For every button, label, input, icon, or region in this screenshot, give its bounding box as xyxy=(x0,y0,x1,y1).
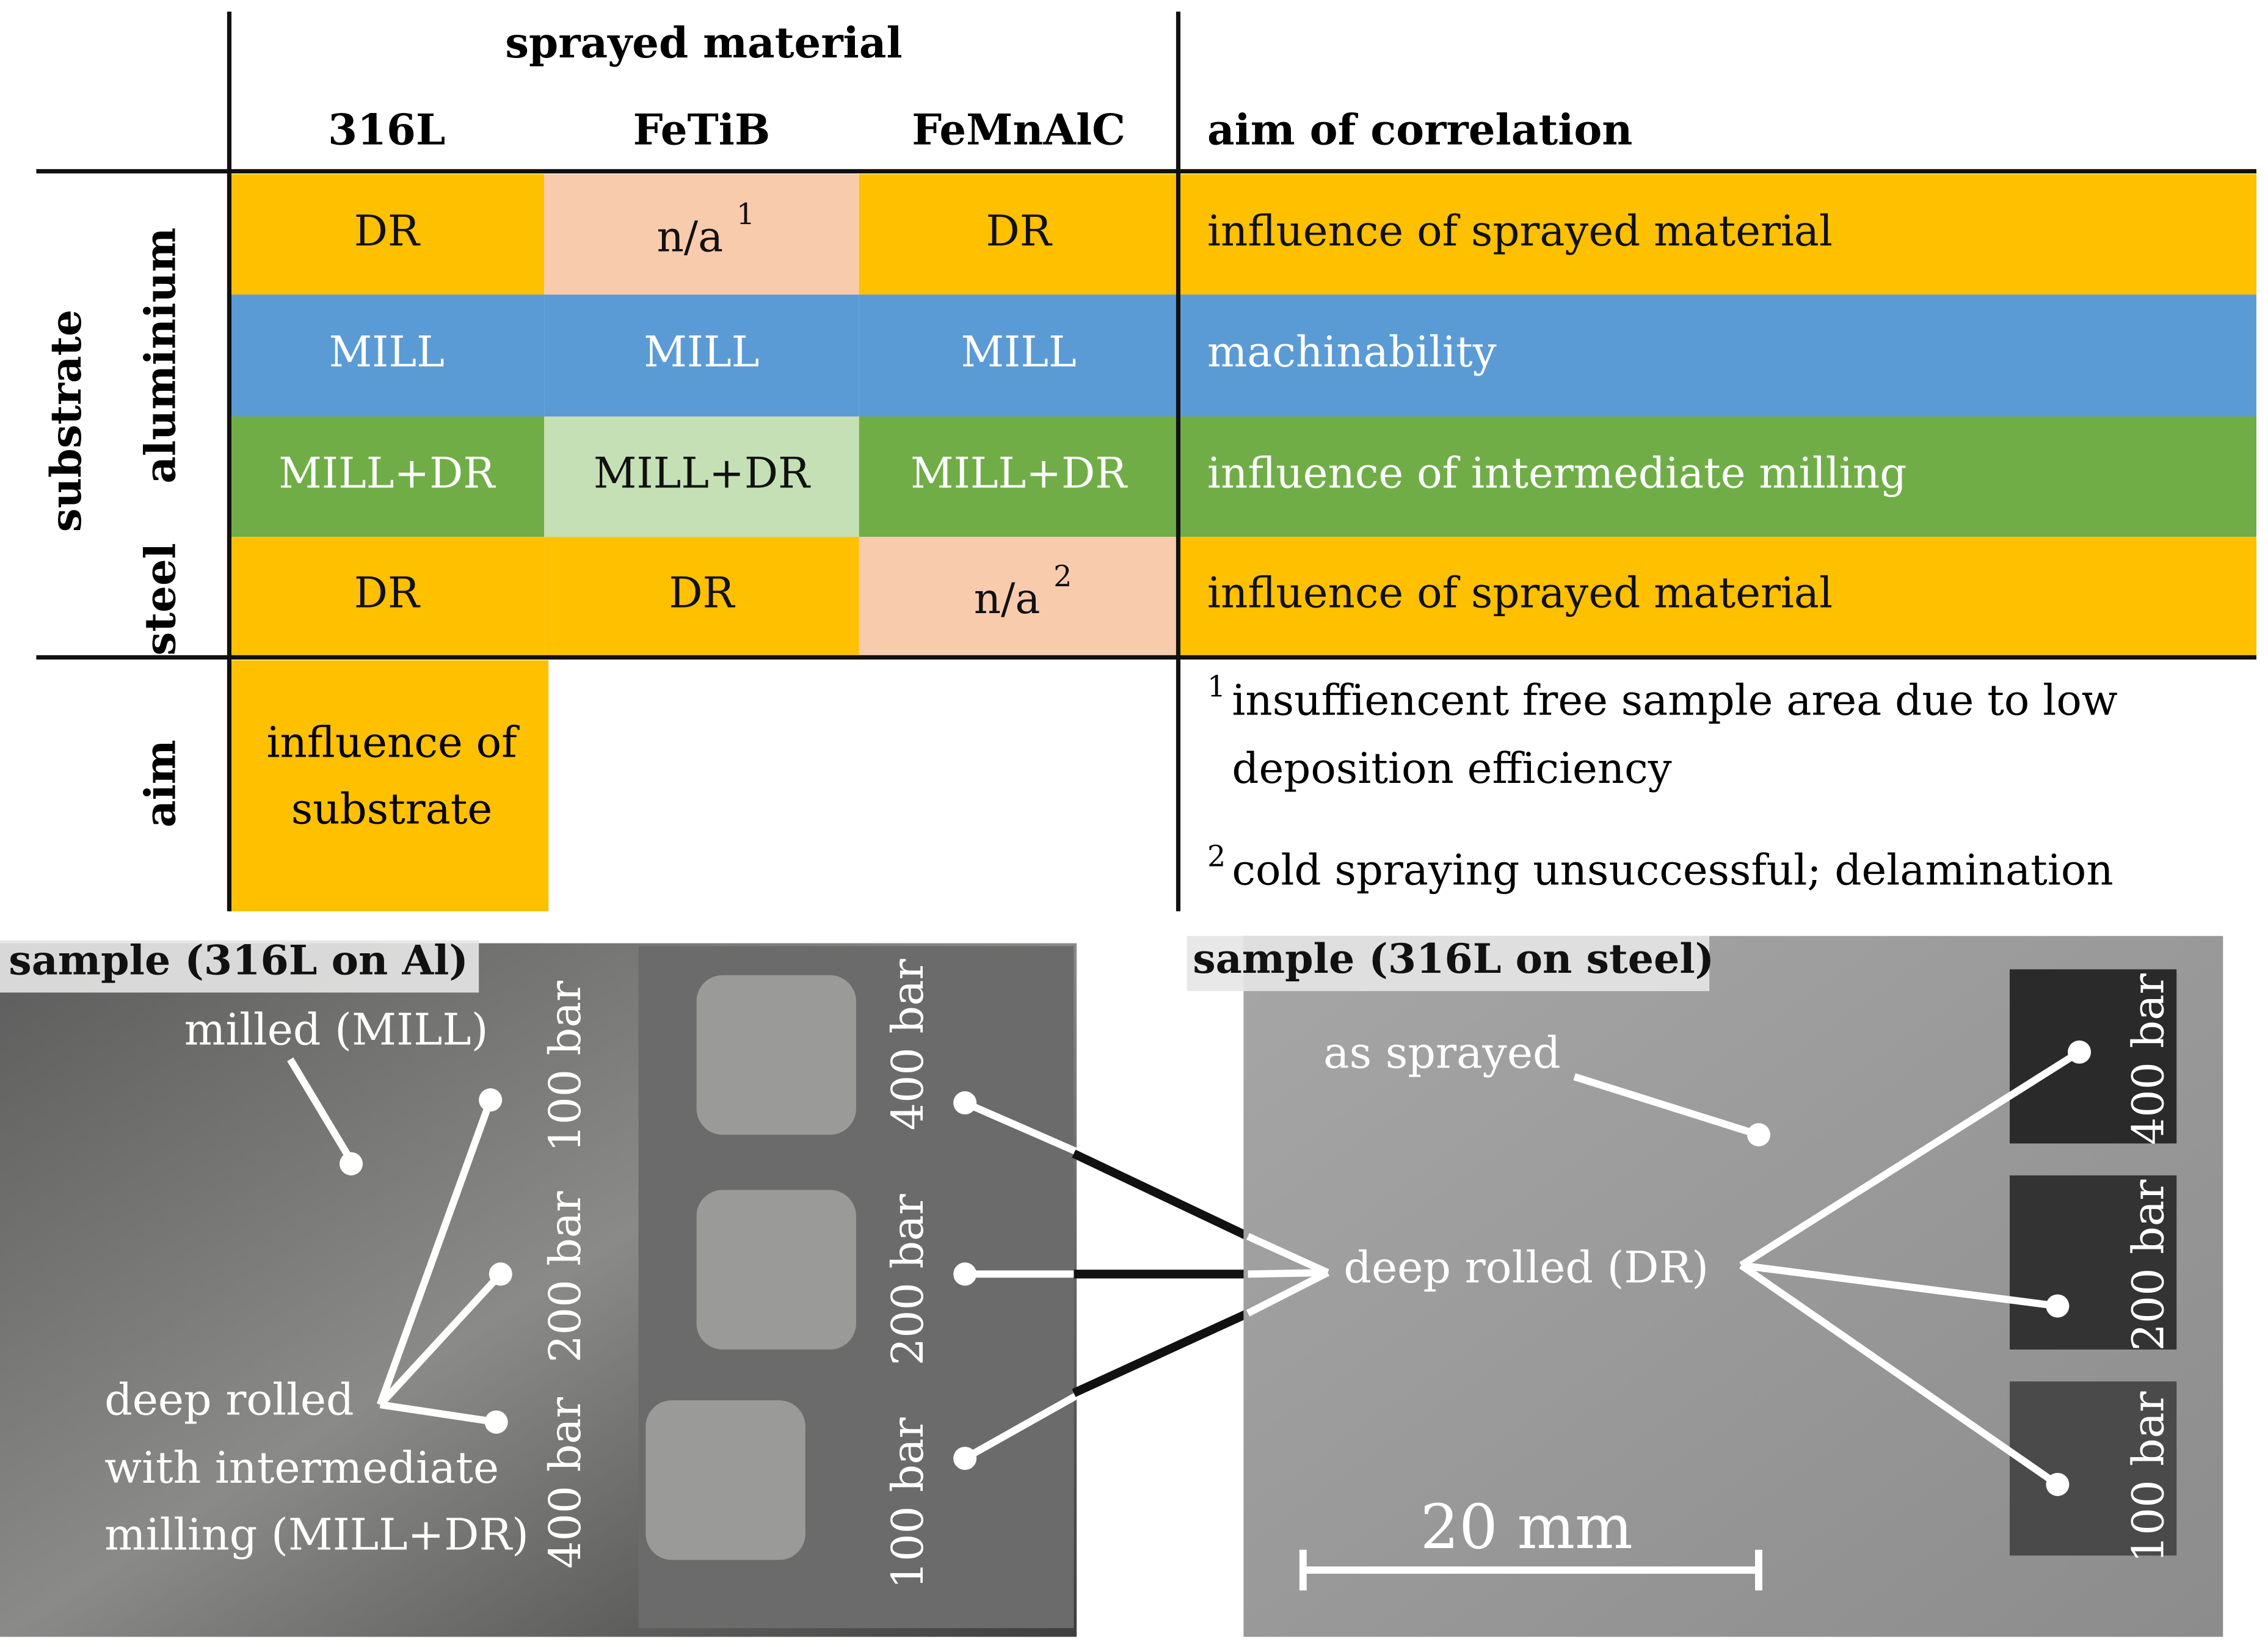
cell-text: MILL xyxy=(644,328,759,377)
cell-text: DR xyxy=(354,207,421,256)
cell-text: MILL xyxy=(329,328,445,377)
footnote-mark: 2 xyxy=(1207,840,1226,874)
table-cell xyxy=(544,294,859,416)
table-cell xyxy=(859,174,1179,295)
table-cell xyxy=(1178,294,2256,416)
pointer-lines xyxy=(287,1057,1083,1462)
table-cell xyxy=(1178,416,2256,537)
row-header: steel xyxy=(136,543,186,655)
footnote-mark: 1 xyxy=(736,198,755,231)
table-cell xyxy=(859,537,1179,656)
deep-rolled-patch xyxy=(696,975,856,1135)
pressure-label: 200 bar xyxy=(882,1193,933,1365)
pointer-dots xyxy=(1746,1040,2092,1496)
table-cell xyxy=(229,294,545,416)
aim-cell xyxy=(229,660,549,912)
footnote-text: cold spraying unsuccessful; delamination xyxy=(1232,846,2113,895)
pressure-label: 400 bar xyxy=(882,959,933,1131)
cell-text: DR xyxy=(354,569,421,618)
table-cell xyxy=(859,294,1179,416)
scale-label: 20 mm xyxy=(1420,1491,1633,1563)
table-cell xyxy=(229,174,545,295)
cell-text: influence of sprayed material xyxy=(1207,569,1833,618)
cell-text: influence of intermediate milling xyxy=(1207,449,1906,498)
column-header: FeMnAlC xyxy=(912,106,1125,155)
cell-text: machinability xyxy=(1207,328,1497,377)
deep-rolled-patch xyxy=(696,1190,856,1350)
table-cell xyxy=(1178,537,2256,656)
photo-steel: sample (316L on steel) as sprayed deep r… xyxy=(1187,935,2223,1637)
footnote-text: insuffiencent free sample area due to lo… xyxy=(1232,676,2117,725)
connector-lines xyxy=(1072,1149,1250,1397)
table-cell xyxy=(229,537,545,656)
cell-text: n/a xyxy=(657,213,724,261)
table-cell xyxy=(229,416,545,537)
table-cell xyxy=(1178,174,2256,295)
cell-text: n/a xyxy=(974,575,1041,624)
pressure-label: 100 bar xyxy=(882,1417,933,1589)
header: aim of correlation xyxy=(1207,106,1632,155)
pointer-dots xyxy=(340,1088,977,1471)
aim-text: influence of xyxy=(267,718,520,767)
row-header: aim xyxy=(136,740,186,827)
table-cell xyxy=(544,537,859,656)
cell-text: DR xyxy=(986,207,1053,256)
photo-title: sample (316L on steel) xyxy=(1193,935,1714,983)
deep-rolled-patch xyxy=(645,1400,805,1560)
table-cell xyxy=(544,416,859,537)
photo-title: sample (316L on Al) xyxy=(9,936,468,984)
photo-al: sample (316L on Al) milled (MILL) deep r… xyxy=(0,936,1083,1637)
label: deep rolled (DR) xyxy=(1343,1242,1709,1293)
pressure-label: 200 bar xyxy=(2123,1179,2173,1351)
cell-text: MILL xyxy=(961,328,1076,377)
cell-text: influence of sprayed material xyxy=(1207,207,1833,256)
table-cell xyxy=(859,416,1179,537)
row-header: aluminium xyxy=(136,228,186,484)
table-cell xyxy=(544,174,859,295)
pressure-label: 100 bar xyxy=(540,980,591,1152)
title-box xyxy=(0,940,479,993)
pressure-label: 100 bar xyxy=(2123,1391,2173,1563)
column-header: FeTiB xyxy=(633,106,771,155)
label: with intermediate xyxy=(104,1442,499,1493)
label: deep rolled xyxy=(104,1374,354,1425)
label: milling (MILL+DR) xyxy=(104,1509,529,1560)
label: as sprayed xyxy=(1323,1027,1561,1078)
row-header: substrate xyxy=(42,310,91,532)
table: DR n/a 1 DR influence of sprayed material MIL… xyxy=(36,12,2256,912)
deep-rolled-patch xyxy=(2010,969,2177,1144)
footnote-text: deposition efficiency xyxy=(1232,744,1671,793)
deep-rolled-patch xyxy=(2010,1175,2177,1350)
column-header: 316L xyxy=(328,106,445,155)
pressure-label: 400 bar xyxy=(540,1397,591,1569)
label: milled (MILL) xyxy=(184,1004,489,1055)
cell-text: MILL+DR xyxy=(594,449,811,498)
title-box xyxy=(1187,936,1710,991)
cell-text: MILL+DR xyxy=(278,449,496,498)
cell-text: DR xyxy=(669,569,735,618)
footnote-mark: 1 xyxy=(1207,671,1226,704)
aim-text: substrate xyxy=(291,785,492,834)
cell-text: MILL+DR xyxy=(910,449,1128,498)
pointer-lines xyxy=(1246,1049,2082,1591)
pressure-label: 400 bar xyxy=(2123,973,2173,1145)
pressure-label: 200 bar xyxy=(540,1191,591,1363)
footnote-mark: 2 xyxy=(1053,560,1072,594)
header: sprayed material xyxy=(505,18,902,68)
